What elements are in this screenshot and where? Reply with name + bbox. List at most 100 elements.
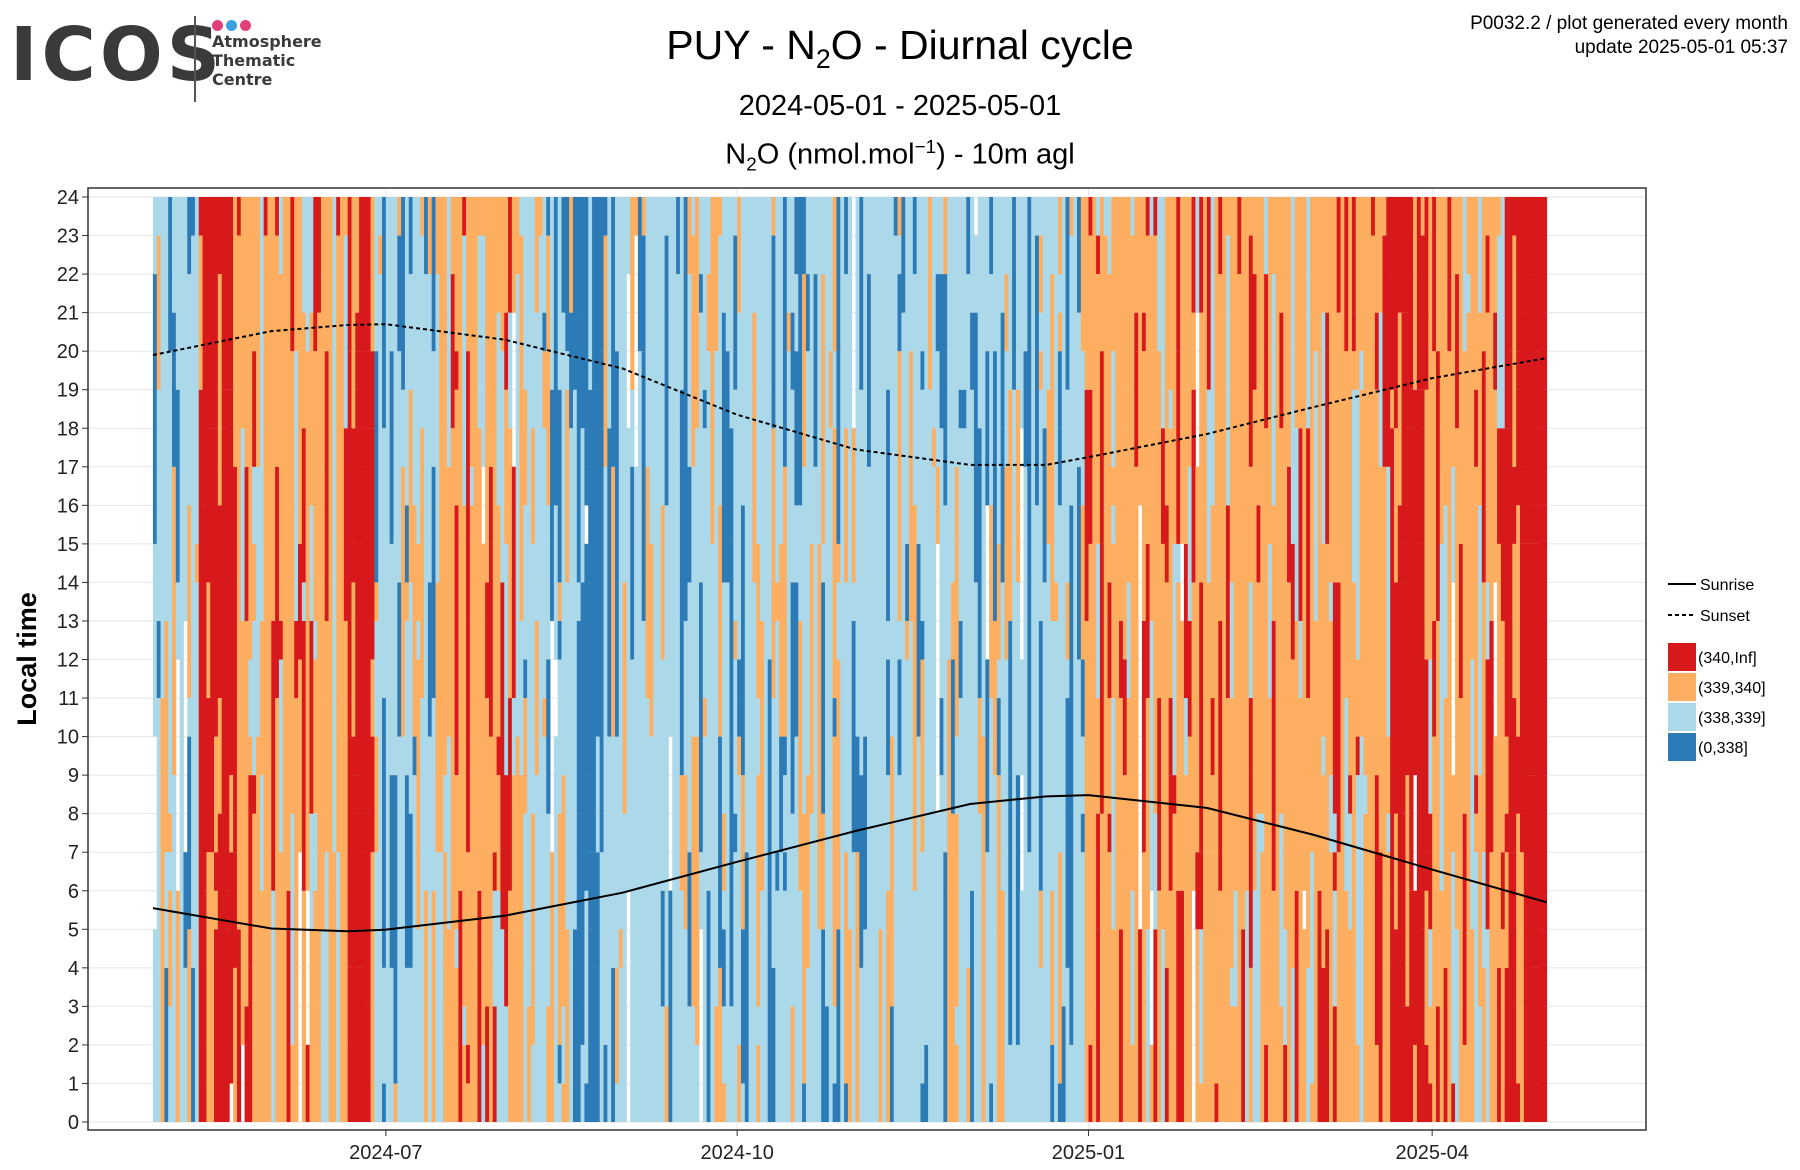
- heatmap-cell: [1248, 582, 1254, 699]
- heatmap-cell: [653, 312, 658, 390]
- heatmap-cell: [374, 351, 379, 583]
- heatmap-cell: [1531, 582, 1536, 776]
- heatmap-cell: [592, 466, 597, 660]
- heatmap-cell: [1023, 197, 1028, 236]
- heatmap-cell: [1065, 389, 1070, 583]
- heatmap-cell: [1393, 197, 1399, 236]
- heatmap-cell: [404, 197, 410, 429]
- heatmap-cell: [332, 929, 337, 1122]
- heatmap-cell: [256, 197, 261, 275]
- heatmap-cell: [332, 197, 337, 467]
- heatmap-cell: [298, 659, 303, 737]
- heatmap-cell: [1348, 775, 1353, 814]
- heatmap-cell: [351, 736, 356, 776]
- heatmap-cell: [168, 1006, 173, 1123]
- heatmap-cell: [1497, 543, 1502, 776]
- heatmap-cell: [695, 698, 700, 737]
- heatmap-cell: [897, 775, 902, 891]
- heatmap-cell: [229, 659, 234, 776]
- heatmap-cell: [939, 1044, 944, 1122]
- heatmap-cell: [1455, 659, 1460, 930]
- heatmap-cell: [603, 235, 608, 467]
- heatmap-cell: [233, 967, 238, 1122]
- heatmap-cell: [263, 890, 268, 1084]
- heatmap-cell: [909, 1083, 914, 1122]
- heatmap-cell: [1470, 505, 1475, 544]
- heatmap-cell: [244, 389, 249, 467]
- heatmap-cell: [1057, 852, 1063, 1084]
- heatmap-cell: [1050, 620, 1055, 891]
- heatmap-cell: [1409, 428, 1414, 699]
- heatmap-cell: [1474, 466, 1479, 506]
- heatmap-cell: [1504, 197, 1509, 429]
- heatmap-cell: [584, 698, 589, 776]
- heatmap-cell: [1099, 197, 1105, 352]
- heatmap-cell: [737, 736, 742, 776]
- heatmap-cell: [1256, 505, 1261, 583]
- heatmap-cell: [847, 197, 853, 467]
- heatmap-cell: [534, 197, 539, 313]
- heatmap-cell: [1077, 659, 1082, 930]
- heatmap-cell: [653, 466, 658, 737]
- heatmap-cell: [1435, 659, 1441, 737]
- heatmap-cell: [962, 389, 967, 429]
- heatmap-cell: [504, 197, 509, 313]
- heatmap-cell: [821, 813, 826, 930]
- heatmap-cell: [1180, 312, 1185, 544]
- heatmap-cell: [546, 813, 551, 1007]
- heatmap-cell: [580, 428, 585, 583]
- heatmap-cell: [1237, 543, 1242, 699]
- heatmap-cell: [454, 775, 459, 814]
- heatmap-cell: [1329, 351, 1334, 583]
- heatmap-cell: [1256, 235, 1261, 506]
- heatmap-cell: [592, 813, 597, 853]
- heatmap-cell: [1397, 967, 1403, 1122]
- heatmap-cell: [1470, 659, 1475, 930]
- heatmap-cell: [1119, 197, 1124, 236]
- heatmap-cell: [1038, 351, 1044, 390]
- heatmap-cell: [1344, 582, 1349, 699]
- heatmap-cell: [309, 813, 314, 930]
- heatmap-cell: [1092, 543, 1097, 776]
- heatmap-cell: [737, 775, 742, 1045]
- heatmap-cell: [355, 197, 360, 313]
- heatmap-cell: [1435, 736, 1441, 891]
- heatmap-cell: [561, 312, 566, 583]
- heatmap-cell: [1088, 197, 1093, 236]
- heatmap-cell: [439, 659, 444, 853]
- heatmap-cell: [813, 197, 818, 275]
- heatmap-cell: [584, 197, 589, 429]
- heatmap-cell: [798, 890, 803, 1122]
- heatmap-cell: [905, 967, 910, 1122]
- heatmap-cell: [233, 852, 238, 968]
- heatmap-cell: [1000, 890, 1005, 1122]
- heatmap-cell: [462, 505, 467, 583]
- heatmap-cell: [584, 890, 589, 930]
- heatmap-cell: [1405, 197, 1410, 313]
- heatmap-cell: [194, 197, 200, 275]
- heatmap-cell: [966, 698, 971, 968]
- x-tick-label: 2024-07: [349, 1142, 422, 1164]
- heatmap-cell: [286, 890, 291, 1122]
- heatmap-cell: [595, 197, 601, 390]
- heatmap-cell: [1057, 274, 1063, 313]
- heatmap-cell: [977, 428, 982, 699]
- heatmap-cell: [278, 428, 284, 621]
- heatmap-cell: [1294, 775, 1299, 814]
- heatmap-cell: [347, 197, 352, 236]
- heatmap-cell: [1176, 890, 1181, 1122]
- heatmap-cell: [1378, 312, 1383, 467]
- heatmap-cell: [1214, 428, 1219, 506]
- heatmap-cell: [187, 505, 192, 621]
- heatmap-cell: [1416, 389, 1422, 544]
- heatmap-cell: [802, 1083, 807, 1122]
- heatmap-cell: [424, 274, 429, 544]
- heatmap-cell: [1092, 274, 1097, 544]
- heatmap-cell: [1077, 466, 1082, 660]
- heatmap-cell: [488, 466, 494, 544]
- heatmap-cell: [1382, 235, 1387, 467]
- heatmap-cell: [794, 967, 799, 1084]
- heatmap-cell: [504, 389, 509, 544]
- heatmap-cell: [362, 466, 368, 621]
- heatmap-cell: [1313, 736, 1318, 1007]
